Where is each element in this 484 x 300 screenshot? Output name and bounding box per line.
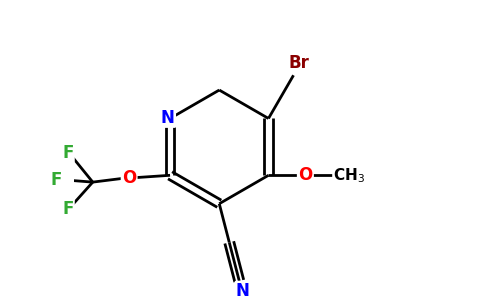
Text: Br: Br [288, 53, 309, 71]
Text: CH$_3$: CH$_3$ [333, 166, 365, 184]
Text: O: O [298, 166, 313, 184]
Text: N: N [236, 282, 250, 300]
Text: O: O [122, 169, 136, 187]
Text: N: N [161, 109, 175, 127]
Text: F: F [62, 200, 74, 218]
Text: F: F [51, 171, 62, 189]
Text: F: F [62, 144, 74, 162]
